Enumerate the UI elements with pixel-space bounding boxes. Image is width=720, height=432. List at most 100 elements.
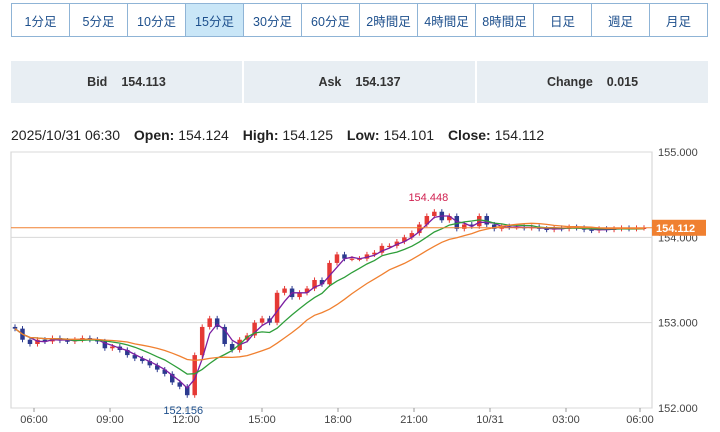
candle-body	[387, 245, 392, 248]
candle-body	[102, 341, 108, 349]
candle-body	[491, 224, 497, 229]
candle-body	[147, 361, 153, 366]
candle-body	[65, 340, 70, 342]
ma-long-line	[14, 222, 644, 362]
tab-weekly[interactable]: 週足	[592, 4, 650, 36]
x-tick-label: 03:00	[552, 414, 580, 426]
x-tick-label: 06:00	[20, 414, 48, 426]
candle-body	[372, 252, 377, 255]
candle-body	[214, 318, 220, 327]
candle-body	[27, 339, 33, 344]
ohlc-info: 2025/10/31 06:30 Open: 154.124 High: 154…	[11, 127, 544, 143]
timeframe-tabs: 1分足 5分足 10分足 15分足 30分足 60分足 2時間足 4時間足 8時…	[11, 3, 708, 37]
ask-cell: Ask 154.137	[244, 61, 475, 103]
ma-mid-line	[14, 219, 645, 375]
candle-body	[469, 224, 475, 227]
close-label: Close:	[447, 127, 491, 143]
candle-body	[304, 288, 310, 293]
candle-body	[199, 326, 205, 356]
high-label: High:	[242, 127, 279, 143]
tab-8hour[interactable]: 8時間足	[476, 4, 534, 36]
candle-body	[417, 224, 422, 234]
candle-body	[424, 216, 430, 225]
max-price-label: 154.448	[408, 192, 448, 204]
bid-label: Bid	[87, 75, 108, 89]
candle-body	[35, 339, 40, 344]
x-tick-label: 10/31	[476, 414, 504, 426]
candle-body	[589, 229, 594, 231]
x-tick-label: 09:00	[96, 414, 124, 426]
candle-body	[184, 386, 190, 396]
candle-body	[342, 254, 347, 259]
change-cell: Change 0.015	[477, 61, 708, 103]
candle-body	[334, 254, 340, 263]
candle-body	[379, 245, 385, 253]
bid-cell: Bid 154.113	[11, 61, 242, 103]
y-tick-label: 153.000	[658, 318, 698, 330]
candle-body	[319, 280, 325, 285]
ohlc-datetime: 2025/10/31 06:30	[11, 127, 120, 143]
low-value: 154.101	[383, 127, 435, 143]
tab-daily[interactable]: 日足	[534, 4, 592, 36]
tab-60min[interactable]: 60分足	[302, 4, 360, 36]
quote-bar: Bid 154.113 Ask 154.137 Change 0.015	[11, 61, 708, 103]
change-label: Change	[546, 75, 593, 89]
candle-body	[140, 358, 145, 362]
candle-body	[177, 382, 182, 387]
candle-body	[12, 326, 18, 329]
candle-body	[454, 216, 460, 229]
ask-value: 154.137	[355, 75, 401, 89]
candle-body	[274, 292, 280, 323]
candle-body	[477, 216, 482, 227]
candle-body	[42, 339, 48, 342]
candle-body	[259, 318, 265, 323]
candle-body	[432, 211, 437, 216]
low-label: Low:	[346, 127, 380, 143]
tab-30min[interactable]: 30分足	[244, 4, 302, 36]
x-tick-label: 12:00	[172, 414, 200, 426]
bid-value: 154.113	[121, 75, 166, 89]
x-tick-label: 21:00	[400, 414, 428, 426]
close-value: 154.112	[494, 127, 545, 143]
candle-body	[110, 346, 115, 349]
candle-body	[484, 216, 489, 225]
x-tick-label: 18:00	[324, 414, 352, 426]
min-price-label: 152.156	[163, 405, 203, 417]
ask-label: Ask	[318, 75, 342, 89]
candle-body	[544, 228, 549, 230]
tab-monthly[interactable]: 月足	[665, 14, 691, 29]
open-value: 154.124	[178, 127, 229, 143]
candle-body	[229, 344, 235, 350]
y-tick-label: 155.000	[658, 148, 698, 159]
tab-10min[interactable]: 10分足	[128, 4, 186, 36]
x-tick-label: 15:00	[248, 414, 276, 426]
candle-body	[162, 369, 168, 374]
tab-15min[interactable]: 15分足	[186, 4, 244, 36]
y-tick-label: 152.000	[658, 403, 698, 415]
tab-2hour[interactable]: 2時間足	[360, 4, 418, 36]
candle-body	[297, 292, 302, 298]
candle-body	[207, 318, 212, 327]
tab-5min[interactable]: 5分足	[70, 4, 128, 36]
candle-body	[349, 258, 355, 260]
candle-body	[409, 233, 415, 238]
candle-body	[252, 322, 257, 336]
candle-body	[222, 326, 227, 344]
candle-body	[327, 262, 332, 285]
high-value: 154.125	[282, 127, 333, 143]
candle-body	[170, 373, 175, 383]
candle-body	[192, 355, 197, 396]
candle-body	[312, 280, 317, 289]
candle-body	[282, 288, 287, 293]
x-tick-label: 06:00	[626, 414, 654, 426]
open-label: Open:	[133, 127, 175, 143]
candle-body	[155, 365, 160, 370]
tab-4hour[interactable]: 4時間足	[418, 4, 476, 36]
last-price-label: 154.112	[656, 223, 695, 235]
candle-body	[132, 355, 138, 359]
last-price-tag	[652, 219, 706, 236]
tab-1min[interactable]: 1分足	[12, 4, 70, 36]
change-value: 0.015	[606, 75, 639, 89]
candle-body	[125, 349, 130, 356]
